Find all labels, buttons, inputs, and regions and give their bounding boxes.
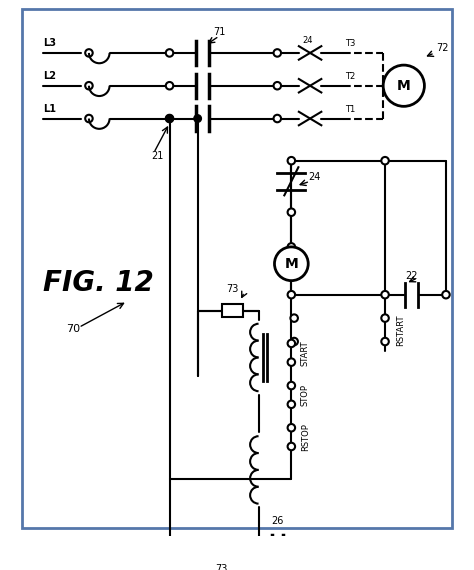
- Circle shape: [288, 157, 295, 164]
- Text: T1: T1: [345, 105, 355, 114]
- Circle shape: [288, 291, 295, 299]
- Text: 21: 21: [151, 151, 163, 161]
- Circle shape: [166, 115, 173, 123]
- Circle shape: [255, 541, 262, 549]
- Text: 71: 71: [214, 27, 226, 37]
- Circle shape: [288, 382, 295, 389]
- Circle shape: [194, 115, 201, 123]
- Circle shape: [288, 401, 295, 408]
- Text: T3: T3: [345, 39, 355, 48]
- Circle shape: [442, 291, 450, 299]
- Text: 24: 24: [302, 36, 313, 46]
- Text: 72: 72: [437, 43, 449, 53]
- Circle shape: [291, 315, 298, 322]
- Circle shape: [166, 115, 173, 123]
- Text: M: M: [397, 79, 410, 93]
- Circle shape: [166, 49, 173, 56]
- Circle shape: [85, 82, 93, 89]
- Text: 22: 22: [405, 271, 418, 281]
- Circle shape: [273, 82, 281, 89]
- Text: L3: L3: [43, 38, 56, 48]
- Circle shape: [383, 65, 424, 107]
- Circle shape: [288, 340, 295, 347]
- Circle shape: [255, 541, 262, 549]
- Circle shape: [381, 338, 389, 345]
- Text: M: M: [284, 256, 298, 271]
- Text: 73: 73: [215, 564, 227, 570]
- Circle shape: [381, 291, 389, 299]
- Circle shape: [288, 209, 295, 216]
- Bar: [211, 538, 231, 551]
- Circle shape: [381, 157, 389, 164]
- Text: STOP: STOP: [301, 384, 310, 406]
- Circle shape: [381, 315, 389, 322]
- Text: 70: 70: [66, 324, 81, 335]
- Circle shape: [291, 338, 298, 345]
- Circle shape: [288, 243, 295, 251]
- Text: L1: L1: [43, 104, 56, 114]
- Circle shape: [85, 115, 93, 123]
- Text: START: START: [301, 340, 310, 365]
- Text: RSTART: RSTART: [396, 315, 405, 346]
- Text: 73: 73: [226, 284, 238, 294]
- Text: 24: 24: [308, 172, 320, 182]
- Text: T2: T2: [345, 72, 355, 81]
- Circle shape: [274, 247, 308, 280]
- Circle shape: [288, 541, 295, 549]
- Circle shape: [288, 443, 295, 450]
- Circle shape: [85, 49, 93, 56]
- Circle shape: [288, 359, 295, 366]
- Bar: [222, 304, 243, 317]
- Text: 26: 26: [271, 516, 283, 526]
- Circle shape: [273, 115, 281, 123]
- Text: RSTOP: RSTOP: [301, 423, 310, 451]
- Text: FIG. 12: FIG. 12: [43, 268, 154, 296]
- Circle shape: [288, 424, 295, 431]
- Circle shape: [273, 49, 281, 56]
- Circle shape: [166, 82, 173, 89]
- Text: L2: L2: [43, 71, 56, 81]
